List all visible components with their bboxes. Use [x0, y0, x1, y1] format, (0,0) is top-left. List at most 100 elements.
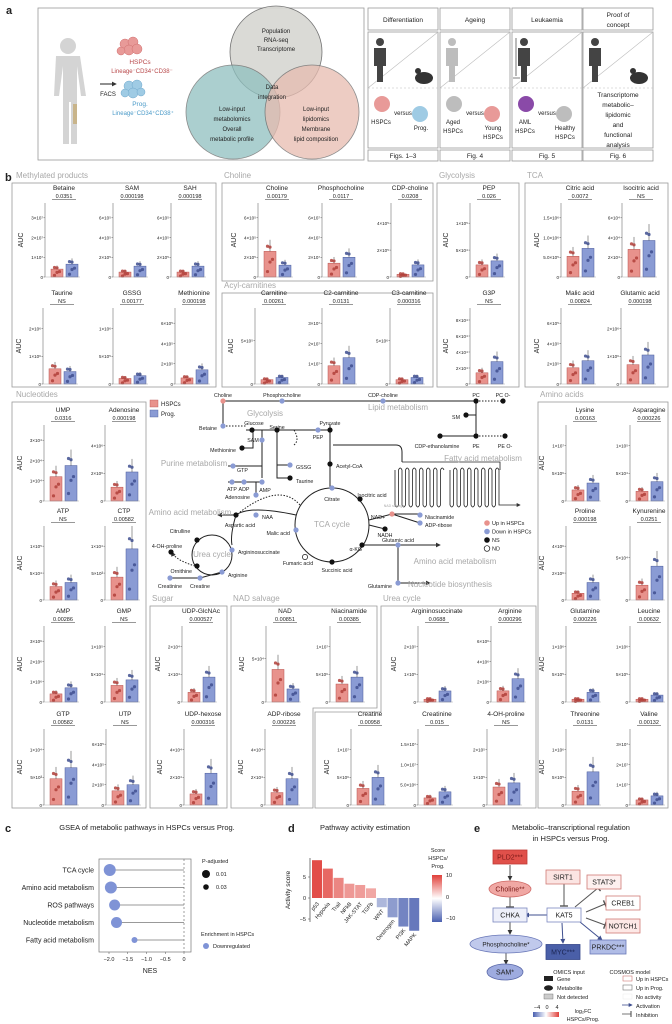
- data-point: [593, 487, 598, 491]
- data-point: [634, 256, 639, 260]
- y-tick-label: 5×10³: [91, 571, 103, 576]
- data-point: [55, 270, 59, 274]
- data-point: [440, 787, 445, 791]
- column-footer-box: [367, 149, 439, 162]
- activity-bar: [312, 860, 322, 898]
- mini-bar-chart: Threonine 0.0131 0 5×10⁵ 1×10⁶ AUC: [539, 711, 601, 808]
- group-label: TCA: [527, 171, 544, 180]
- data-point: [637, 697, 642, 701]
- cell-icon: [518, 96, 534, 112]
- stat3-label: STAT3*: [592, 879, 616, 886]
- sam-label: SAM*: [496, 969, 514, 976]
- metabolite-label: SM: [452, 415, 460, 421]
- group-label: NAD salvage: [233, 594, 280, 603]
- data-point: [276, 662, 280, 666]
- data-point: [112, 496, 117, 500]
- data-point: [593, 586, 598, 590]
- chart-title: SAM: [125, 185, 139, 192]
- cell-icon: [446, 96, 462, 112]
- p-value: 0.000316: [192, 720, 215, 726]
- prog-bar: [125, 548, 139, 601]
- p-value: 0.000198: [179, 194, 202, 200]
- data-point: [329, 272, 334, 276]
- data-point: [192, 694, 196, 698]
- person-icon: [374, 38, 386, 82]
- data-point: [265, 244, 270, 248]
- metabolite-node: [279, 398, 285, 404]
- data-point: [270, 257, 275, 261]
- data-point: [643, 376, 648, 380]
- data-point: [181, 269, 185, 273]
- human-silhouette-icon: [54, 38, 86, 144]
- pathway-category-label: TCA cycle: [62, 868, 94, 875]
- data-point: [417, 377, 422, 382]
- y-tick-label: 5×10⁴: [30, 571, 42, 576]
- y-tick-label: 4×10⁵: [547, 341, 559, 346]
- prog-label: Prog.: [132, 101, 148, 108]
- y-tick-label: 0: [39, 499, 42, 504]
- data-point: [652, 792, 657, 796]
- data-point: [652, 698, 657, 703]
- pathway-category-label: Fatty acid metabolism: [26, 938, 94, 945]
- y-tick-label: 1×10⁵: [30, 544, 42, 549]
- data-point: [268, 260, 272, 264]
- y-tick-label: 0: [108, 275, 111, 280]
- mini-bar-chart: Creatinine 0.015 0 5.0×10⁶ 1.0×10⁷ 1.5×10⁷: [400, 711, 453, 808]
- data-point: [54, 788, 58, 792]
- colorbar-title: Prog.: [431, 864, 445, 870]
- mini-bar-chart: Isocitric acid NS 0 2×10⁴ 4×10⁴ 6×10⁴: [608, 185, 659, 280]
- hspc-bar: [49, 778, 63, 806]
- metabolite-label: GTP: [237, 468, 248, 474]
- prog-cluster-icon: [120, 79, 146, 99]
- pathway-label: Purine metabolism: [161, 459, 228, 468]
- metabolite-node: [194, 563, 200, 569]
- pathway-category-label: Nucleotide metabolism: [23, 920, 94, 927]
- data-point: [196, 269, 200, 273]
- activity-bar: [376, 898, 387, 908]
- metabolite-node: [382, 526, 388, 532]
- auc-axis-label: AUC: [157, 760, 164, 775]
- data-point: [56, 589, 61, 593]
- auc-axis-label: AUC: [443, 339, 450, 354]
- metabolite-node: [437, 433, 443, 439]
- legend-title: P-adjusted: [202, 859, 228, 865]
- venn-right-text: Membrane: [302, 127, 331, 133]
- data-point: [116, 795, 120, 799]
- data-point: [120, 274, 125, 278]
- data-point: [115, 585, 119, 589]
- data-point: [66, 683, 71, 687]
- venn-left-text: Low-input: [219, 107, 245, 113]
- y-tick-label: 4×10⁴: [456, 350, 468, 355]
- y-tick-label: 5×10³: [30, 775, 42, 780]
- data-point: [293, 691, 298, 695]
- data-point: [128, 779, 133, 783]
- panel-c-chart: [98, 858, 210, 954]
- metabolite-label: NAA: [262, 515, 273, 521]
- data-point: [194, 693, 199, 697]
- p-value: 0.00286: [53, 617, 73, 623]
- y-tick-label: 5×10⁵: [552, 775, 564, 780]
- sirt1-label: SIRT1: [553, 874, 573, 881]
- data-point: [568, 270, 573, 275]
- data-point: [373, 797, 378, 801]
- y-tick-label: 0: [261, 700, 264, 705]
- data-point: [576, 594, 580, 598]
- data-point: [127, 493, 132, 497]
- mini-bar-chart: Leucine 0.00632 0 5×10⁵ 1×10⁶: [616, 608, 665, 705]
- pathway-label: Glycolysis: [247, 409, 283, 418]
- auc-axis-label: AUC: [228, 339, 235, 354]
- metabolite-node: [315, 427, 321, 433]
- mini-bar-chart: UDP-GlcNAc 0.000527 0 1×10⁴ 2×10⁴ AUC: [155, 608, 221, 705]
- data-point: [329, 258, 334, 263]
- data-point: [591, 689, 595, 693]
- y-tick-label: 1.5×10⁶: [543, 216, 559, 221]
- data-point: [288, 697, 293, 701]
- data-point: [51, 470, 56, 474]
- data-point: [347, 252, 351, 256]
- choline-node: Choline**: [488, 880, 532, 898]
- versus-text: versus: [538, 111, 556, 117]
- data-point: [588, 366, 593, 370]
- data-point: [637, 699, 642, 704]
- mini-bar-chart: Carnitine 0.00261 0 5×10⁵ AUC: [228, 290, 290, 387]
- metabolite-node: [502, 433, 508, 439]
